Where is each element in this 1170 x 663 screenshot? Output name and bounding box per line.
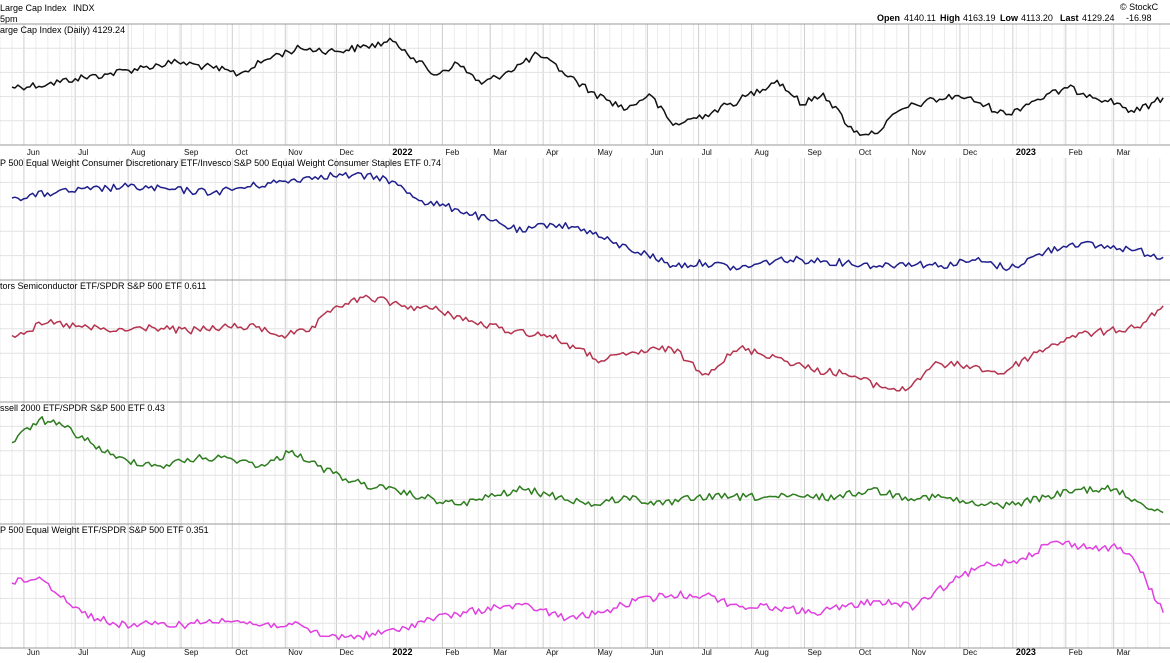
chart-header: Large Cap Index INDX 5pm © StockC Open 4… (0, 2, 1159, 24)
month-tick-label: Oct (235, 648, 248, 657)
month-tick-label: Mar (493, 648, 507, 657)
month-tick-label: Sep (807, 648, 822, 657)
month-tick-label: Oct (859, 148, 872, 157)
month-tick-label: Feb (445, 648, 459, 657)
month-tick-label: 2023 (1016, 647, 1036, 657)
exchange-label: INDX (73, 3, 95, 13)
month-tick-label: Dec (339, 148, 353, 157)
month-tick-label: Apr (546, 148, 559, 157)
month-tick-label: Jun (650, 148, 663, 157)
month-tick-label: Nov (912, 648, 926, 657)
ohlc-low-label: Low (1000, 13, 1019, 23)
ohlc-high-label: High (940, 13, 960, 23)
series-lines (11, 37, 1164, 641)
month-tick-label: Mar (1117, 148, 1131, 157)
month-tick-label: Feb (1069, 148, 1083, 157)
month-tick-label: Nov (288, 148, 302, 157)
month-tick-label: Sep (184, 148, 199, 157)
time-label: 5pm (0, 14, 18, 24)
series-line-1 (11, 37, 1164, 136)
chart-text: arge Cap Index (Daily) 4129.24 P 500 Equa… (0, 25, 1131, 657)
month-tick-label: Feb (445, 148, 459, 157)
ohlc-last-label: Last (1060, 13, 1079, 23)
panel-title-1: arge Cap Index (Daily) 4129.24 (0, 25, 125, 35)
panel-title-5: P 500 Equal Weight ETF/SPDR S&P 500 ETF … (0, 525, 209, 535)
month-tick-label: Oct (235, 148, 248, 157)
month-tick-label: Jun (650, 648, 663, 657)
source-label: © StockC (1120, 2, 1159, 12)
month-tick-label: Dec (339, 648, 353, 657)
month-tick-label: Nov (912, 148, 926, 157)
month-tick-label: Sep (807, 148, 822, 157)
panel-title-4: ssell 2000 ETF/SPDR S&P 500 ETF 0.43 (0, 403, 165, 413)
month-tick-label: Feb (1069, 648, 1083, 657)
month-tick-label: Aug (755, 648, 769, 657)
series-line-2 (11, 171, 1164, 272)
month-tick-label: Dec (963, 648, 977, 657)
series-line-5 (11, 540, 1164, 641)
month-tick-label: Oct (859, 648, 872, 657)
month-tick-label: Aug (755, 148, 769, 157)
month-tick-label: Jun (27, 648, 40, 657)
change-value: -16.98 (1126, 13, 1152, 23)
month-tick-label: Mar (1117, 648, 1131, 657)
ohlc-low-value: 4113.20 (1021, 13, 1053, 23)
series-line-3 (11, 294, 1164, 392)
month-tick-label: Aug (131, 148, 145, 157)
month-tick-label: Dec (963, 148, 977, 157)
ohlc-open-value: 4140.11 (904, 13, 936, 23)
ohlc-open-label: Open (877, 13, 900, 23)
month-tick-label: Mar (493, 148, 507, 157)
month-tick-label: Jul (78, 148, 88, 157)
month-tick-label: Nov (288, 648, 302, 657)
month-tick-label: Jun (27, 148, 40, 157)
ohlc-high-value: 4163.19 (963, 13, 996, 23)
month-tick-label: Sep (184, 648, 199, 657)
month-tick-label: Jul (78, 648, 88, 657)
month-tick-label: May (597, 648, 612, 657)
panel-title-3: tors Semiconductor ETF/SPDR S&P 500 ETF … (0, 281, 206, 291)
month-tick-label: May (597, 148, 612, 157)
panel-title-2: P 500 Equal Weight Consumer Discretionar… (0, 158, 441, 168)
month-tick-label: Apr (546, 648, 559, 657)
month-tick-label: Jul (702, 648, 712, 657)
series-line-4 (11, 416, 1164, 514)
month-tick-label: 2022 (392, 647, 412, 657)
symbol-title: Large Cap Index (0, 3, 67, 13)
month-tick-label: 2023 (1016, 147, 1036, 157)
month-tick-label: Jul (702, 148, 712, 157)
month-tick-label: 2022 (392, 147, 412, 157)
panel-frames (0, 23, 1170, 649)
month-tick-label: Aug (131, 648, 145, 657)
ohlc-last-value: 4129.24 (1082, 13, 1115, 23)
